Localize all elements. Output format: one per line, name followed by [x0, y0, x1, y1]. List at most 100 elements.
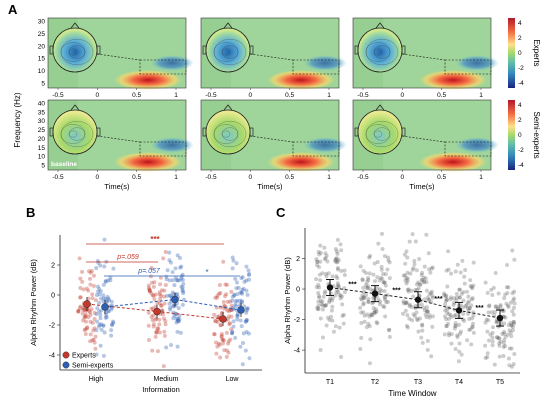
y-tick-label: 15 — [38, 145, 46, 152]
data-point — [97, 300, 102, 305]
data-point — [97, 287, 102, 292]
data-point — [174, 320, 179, 325]
scalp-map — [205, 109, 251, 155]
data-point — [92, 310, 97, 315]
x-tick-label: 1 — [479, 174, 483, 181]
data-point — [487, 338, 492, 343]
data-point — [81, 306, 86, 311]
panel-a-ylabel: Frequency (Hz) — [13, 92, 22, 147]
data-point — [239, 291, 244, 296]
panel-b-chart: -4 -2 0 2 Alpha Rhythm Power (dB) Information… — [29, 235, 262, 394]
data-point — [98, 322, 103, 327]
data-point — [80, 279, 85, 284]
data-point — [90, 320, 95, 325]
data-point — [501, 344, 506, 349]
data-point — [374, 309, 379, 314]
y-tick-label: 35 — [38, 109, 46, 116]
data-point — [318, 259, 323, 264]
data-point — [504, 285, 509, 290]
data-point — [324, 274, 329, 279]
data-point — [325, 315, 330, 320]
nose-shape — [375, 22, 385, 29]
data-point — [429, 289, 434, 294]
data-point — [213, 340, 218, 345]
data-point — [382, 289, 387, 294]
data-point — [373, 310, 378, 315]
data-point — [386, 258, 391, 263]
y-tick-label: 20 — [38, 136, 46, 143]
data-point — [175, 318, 180, 323]
connector-line — [401, 135, 446, 143]
data-point — [387, 260, 392, 265]
data-point — [316, 249, 321, 254]
data-point — [230, 266, 235, 271]
data-point — [465, 300, 470, 305]
data-point — [224, 354, 229, 359]
data-point — [509, 346, 514, 351]
data-point — [414, 310, 419, 315]
data-point — [171, 316, 176, 321]
data-point — [446, 316, 451, 321]
data-point — [156, 326, 161, 331]
data-point — [235, 314, 240, 319]
data-point — [95, 306, 100, 311]
data-point — [471, 321, 476, 326]
data-point — [108, 275, 113, 280]
data-point — [180, 302, 185, 307]
data-point — [322, 303, 327, 308]
data-point — [103, 310, 108, 315]
data-point — [453, 321, 458, 326]
data-point — [323, 256, 328, 261]
data-point — [83, 312, 88, 317]
data-point — [362, 313, 367, 318]
data-point — [315, 307, 320, 312]
data-point — [110, 322, 115, 327]
data-point — [85, 325, 90, 330]
data-point — [469, 285, 474, 290]
data-point — [509, 323, 514, 328]
data-point — [229, 314, 234, 319]
legend-marker — [62, 351, 70, 359]
data-point — [387, 276, 392, 281]
data-point — [316, 307, 321, 312]
data-point — [406, 287, 411, 292]
data-point — [153, 304, 158, 309]
data-point — [175, 292, 180, 297]
data-point — [423, 276, 428, 281]
data-point — [385, 299, 390, 304]
data-point — [167, 250, 172, 255]
data-point — [174, 278, 179, 283]
colorbar-ticks: 4 2 0 -2 -4 4 2 0 -2 -4 — [518, 20, 524, 169]
data-point — [163, 322, 168, 327]
data-point — [97, 322, 102, 327]
contour-line — [365, 39, 399, 65]
data-point — [422, 264, 427, 269]
data-point — [418, 282, 423, 287]
x-tick-label: T5 — [496, 379, 504, 386]
data-point — [506, 285, 511, 290]
data-point — [416, 329, 421, 334]
data-point — [490, 343, 495, 348]
data-point — [459, 291, 464, 296]
data-point — [336, 283, 341, 288]
data-point — [230, 329, 235, 334]
data-point — [316, 282, 321, 287]
mean-marker — [371, 290, 379, 297]
x-tick-label: Low — [226, 376, 240, 383]
data-point — [244, 319, 249, 324]
data-point — [159, 308, 164, 313]
data-point — [233, 302, 238, 307]
data-point — [181, 289, 186, 294]
colorbar-tick-label: -2 — [518, 147, 524, 154]
data-point — [490, 339, 495, 344]
data-point — [338, 242, 343, 247]
data-point — [83, 332, 88, 337]
data-point — [91, 284, 96, 289]
data-point — [326, 271, 331, 276]
data-point — [483, 343, 488, 348]
data-point — [360, 278, 365, 283]
data-point — [165, 268, 170, 273]
